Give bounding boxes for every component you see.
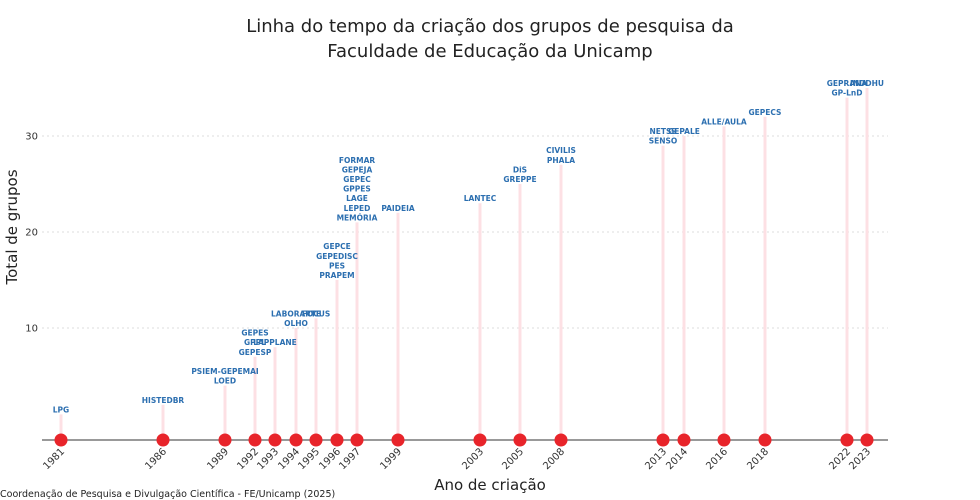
group-label: PHALA [547, 156, 575, 165]
marker-1981 [54, 433, 68, 447]
group-labels: LPGHISTEDBRLOEDPSIEM-GEPEMAIGEPESPGPPLGE… [53, 79, 884, 414]
x-tick-label: 1981 [41, 446, 67, 472]
x-tick-label: 2005 [500, 446, 526, 472]
group-label: MEMÓRIA [337, 213, 378, 222]
group-label: GEPEC [343, 175, 371, 184]
marker-2018 [758, 433, 772, 447]
y-tick-labels: 10 20 30 [25, 132, 38, 335]
x-tick-label: 1997 [337, 446, 363, 472]
x-tick-label: 2013 [643, 446, 669, 472]
marker-1989 [218, 433, 232, 447]
chart-title-line-2: Faculdade de Educação da Unicamp [327, 41, 652, 62]
group-label: GEPEJA [342, 165, 373, 174]
x-tick-label: 1992 [235, 446, 261, 472]
y-tick-label: 20 [25, 228, 38, 239]
marker-1995 [309, 433, 323, 447]
marker-2016 [717, 433, 731, 447]
group-label: LAPPLANE [253, 338, 297, 347]
group-label: HISTEDBR [142, 396, 185, 405]
x-tick-label: 1999 [378, 446, 404, 472]
group-label: GEPALE [668, 127, 700, 136]
group-label: DiS [513, 165, 527, 174]
stems [59, 88, 869, 440]
y-tick-label: 30 [25, 132, 38, 143]
group-label: GEPRANA [827, 79, 868, 88]
x-tick-label: 1995 [296, 446, 322, 472]
x-tick-label: 1994 [276, 446, 302, 472]
group-label: NETSS [650, 127, 677, 136]
marker-2003 [473, 433, 487, 447]
x-tick-label: 2008 [541, 446, 567, 472]
marker-2005 [513, 433, 527, 447]
marker-1986 [156, 433, 170, 447]
group-label: CIVILIS [546, 146, 576, 155]
marker-1993 [268, 433, 282, 447]
y-tick-label: 10 [25, 324, 38, 335]
group-label: LEPED [344, 204, 371, 213]
group-label: LAGE [346, 194, 368, 203]
group-label: GEPCE [323, 242, 350, 251]
group-label: GP-LnD [832, 89, 863, 98]
x-tick-label: 2014 [664, 446, 690, 472]
chart-title-line-1: Linha do tempo da criação dos grupos de … [246, 16, 734, 37]
x-tick-label: 2016 [704, 446, 730, 472]
group-label: PSIEM-GEPEMAI [191, 367, 259, 376]
x-tick-label: 1993 [255, 446, 281, 472]
x-tick-label: 2003 [460, 446, 486, 472]
marker-2022 [840, 433, 854, 447]
group-label: SENSO [649, 137, 678, 146]
marker-2013 [656, 433, 670, 447]
group-label: LANTEC [464, 194, 497, 203]
x-tick-label: 2022 [827, 446, 853, 472]
marker-2014 [677, 433, 691, 447]
group-label: OLHO [284, 319, 308, 328]
group-label: GPPL [244, 338, 266, 347]
group-label: LPG [53, 405, 69, 414]
group-label: GPPES [343, 185, 371, 194]
group-label: GREPPE [503, 175, 536, 184]
x-tick-label: 2018 [745, 446, 771, 472]
marker-1996 [330, 433, 344, 447]
markers [54, 433, 874, 447]
group-label: GEPEDISC [316, 252, 358, 261]
marker-1992 [248, 433, 262, 447]
group-label: GEPECS [749, 108, 782, 117]
marker-2008 [554, 433, 568, 447]
group-label: LOED [214, 377, 236, 386]
group-label: PES [329, 261, 345, 270]
group-label: GEPESP [239, 348, 272, 357]
y-axis-title: Total de grupos [3, 169, 21, 285]
source-caption: Coordenação de Pesquisa e Divulgação Cie… [0, 489, 335, 500]
marker-2023 [860, 433, 874, 447]
group-label: GEPES [241, 329, 268, 338]
marker-1997 [350, 433, 364, 447]
x-tick-label: 1989 [205, 446, 231, 472]
marker-1999 [391, 433, 405, 447]
marker-1994 [289, 433, 303, 447]
group-label: FOCUS [302, 309, 331, 318]
group-label: FORMAR [339, 156, 376, 165]
group-label: INDDHU [850, 79, 884, 88]
group-label: ALLE/AULA [701, 117, 747, 126]
x-tick-label: 1996 [317, 446, 343, 472]
x-axis-title: Ano de criação [434, 476, 546, 494]
group-label: LABORARTE [271, 309, 321, 318]
x-tick-label: 1986 [143, 446, 169, 472]
grid-lines [42, 135, 888, 329]
x-tick-label: 2023 [847, 446, 873, 472]
group-label: PRAPEM [319, 271, 354, 280]
group-label: PAIDEIA [381, 204, 415, 213]
